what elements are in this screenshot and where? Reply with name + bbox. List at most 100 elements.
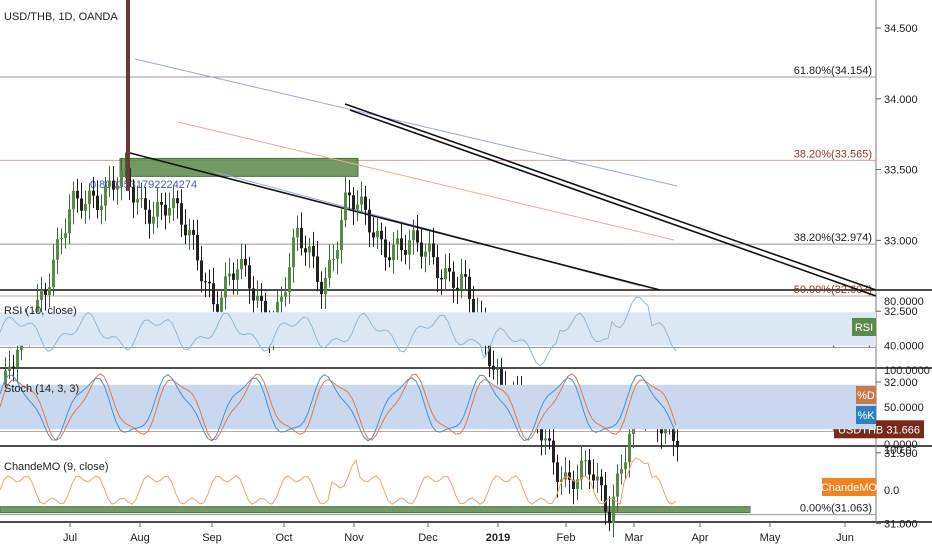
candle-body[interactable] xyxy=(448,268,451,272)
candle-body[interactable] xyxy=(416,230,419,243)
candle-body[interactable] xyxy=(156,201,159,217)
candle-body[interactable] xyxy=(308,246,311,253)
spike-candle[interactable] xyxy=(126,0,130,191)
candle-body[interactable] xyxy=(172,198,175,209)
candle-body[interactable] xyxy=(464,274,467,277)
candle-body[interactable] xyxy=(432,243,435,258)
candle-body[interactable] xyxy=(460,274,463,290)
time-axis[interactable]: Jul Aug Sep Oct Nov Dec 2019 Feb Mar Apr May Jun xyxy=(63,522,854,544)
candle-body[interactable] xyxy=(420,242,423,257)
candle-body[interactable] xyxy=(4,370,7,397)
candle-body[interactable] xyxy=(104,186,107,206)
candle-body[interactable] xyxy=(196,234,199,261)
candle-body[interactable] xyxy=(600,476,603,486)
stoch-pane[interactable]: 100.0000 50.0000 0.0000 %D %K xyxy=(0,365,930,451)
candle-body[interactable] xyxy=(60,238,63,240)
candle-body[interactable] xyxy=(304,248,307,253)
candle-body[interactable] xyxy=(572,479,575,489)
candle-body[interactable] xyxy=(456,287,459,290)
candle-body[interactable] xyxy=(220,297,223,312)
candle-body[interactable] xyxy=(292,237,295,268)
candle-body[interactable] xyxy=(560,479,563,483)
candle-body[interactable] xyxy=(584,460,587,462)
candle-body[interactable] xyxy=(332,258,335,260)
candle-body[interactable] xyxy=(200,260,203,282)
candle-body[interactable] xyxy=(348,192,351,196)
candle-body[interactable] xyxy=(88,190,91,204)
candle-body[interactable] xyxy=(492,365,495,370)
candle-body[interactable] xyxy=(256,295,259,301)
candle-body[interactable] xyxy=(400,238,403,250)
candle-body[interactable] xyxy=(40,290,43,300)
candle-body[interactable] xyxy=(360,196,363,205)
candle-body[interactable] xyxy=(380,230,383,240)
candle-body[interactable] xyxy=(284,292,287,297)
candle-body[interactable] xyxy=(324,277,327,295)
candle-body[interactable] xyxy=(280,296,283,302)
candle-body[interactable] xyxy=(364,196,367,210)
candle-body[interactable] xyxy=(368,209,371,233)
candle-body[interactable] xyxy=(596,476,599,481)
resistance-zone[interactable] xyxy=(119,157,359,177)
candle-body[interactable] xyxy=(384,239,387,258)
candle-body[interactable] xyxy=(168,208,171,216)
candle-body[interactable] xyxy=(252,288,255,301)
candle-body[interactable] xyxy=(204,281,207,283)
candle-body[interactable] xyxy=(676,440,679,448)
candle-body[interactable] xyxy=(472,298,475,316)
candle-body[interactable] xyxy=(12,366,15,368)
candle-body[interactable] xyxy=(628,433,631,463)
candle-body[interactable] xyxy=(72,190,75,210)
candle-body[interactable] xyxy=(136,199,139,203)
candle-body[interactable] xyxy=(48,287,51,296)
candle-body[interactable] xyxy=(408,240,411,255)
candle-body[interactable] xyxy=(428,243,431,252)
candle-body[interactable] xyxy=(120,170,123,187)
candle-body[interactable] xyxy=(260,295,263,301)
candle-body[interactable] xyxy=(580,460,583,480)
candle-body[interactable] xyxy=(140,198,143,200)
candle-body[interactable] xyxy=(588,460,591,475)
candle-body[interactable] xyxy=(176,198,179,204)
candle-body[interactable] xyxy=(320,281,323,295)
candle-body[interactable] xyxy=(184,224,187,236)
candle-body[interactable] xyxy=(84,203,87,211)
candle-body[interactable] xyxy=(132,186,135,203)
candle-body[interactable] xyxy=(620,469,623,474)
candle-body[interactable] xyxy=(44,290,47,296)
candle-body[interactable] xyxy=(372,232,375,238)
candle-body[interactable] xyxy=(108,180,111,187)
support-zone[interactable] xyxy=(0,506,751,514)
candle-body[interactable] xyxy=(660,427,663,434)
candle-body[interactable] xyxy=(288,267,291,293)
candle-body[interactable] xyxy=(116,186,119,190)
candle-body[interactable] xyxy=(488,341,491,366)
candle-body[interactable] xyxy=(548,438,551,441)
candle-body[interactable] xyxy=(248,265,251,289)
candle-body[interactable] xyxy=(624,462,627,470)
candle-body[interactable] xyxy=(336,250,339,259)
candle-body[interactable] xyxy=(52,259,55,288)
candle-body[interactable] xyxy=(616,473,619,497)
candle-body[interactable] xyxy=(192,229,195,235)
candle-body[interactable] xyxy=(312,246,315,257)
candle-body[interactable] xyxy=(452,271,455,288)
candle-body[interactable] xyxy=(564,472,567,480)
candle-body[interactable] xyxy=(228,273,231,277)
candle-body[interactable] xyxy=(92,190,95,196)
candle-body[interactable] xyxy=(392,244,395,261)
candle-body[interactable] xyxy=(300,227,303,249)
candle-body[interactable] xyxy=(444,268,447,280)
candle-body[interactable] xyxy=(56,239,59,260)
candle-body[interactable] xyxy=(144,198,147,210)
candle-body[interactable] xyxy=(216,304,219,312)
candle-body[interactable] xyxy=(496,368,499,370)
candle-body[interactable] xyxy=(404,249,407,255)
candle-body[interactable] xyxy=(148,209,151,224)
candle-body[interactable] xyxy=(396,238,399,245)
candle-body[interactable] xyxy=(352,195,355,210)
candle-body[interactable] xyxy=(68,209,71,234)
candle-body[interactable] xyxy=(188,229,191,236)
candle-body[interactable] xyxy=(340,220,343,251)
trendline-upper-2[interactable] xyxy=(349,109,877,297)
